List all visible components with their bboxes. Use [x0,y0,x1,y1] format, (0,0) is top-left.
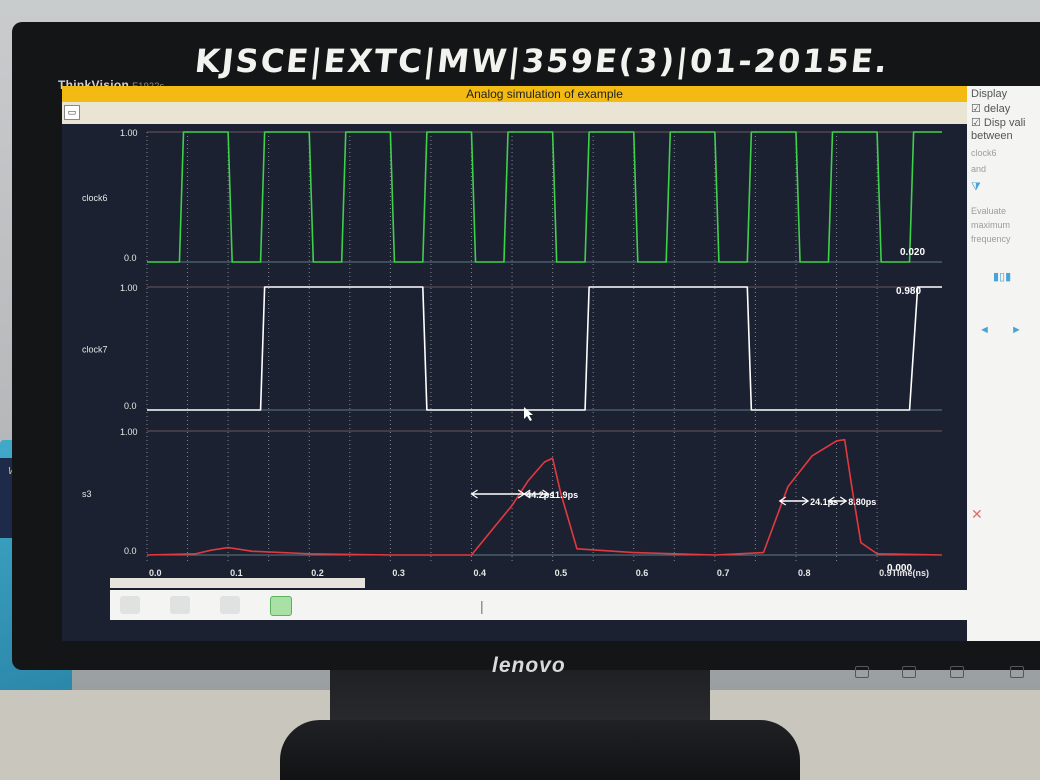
trace-name-s3: s3 [82,489,92,499]
save-icon[interactable]: ▭ [64,105,80,120]
trace-labels: 1.00 0.0 clock6 1.00 0.0 clock7 1.00 0.0 s3 0.020… [82,128,925,574]
browser-icon[interactable] [170,596,190,614]
waveform-plot: 1.00 0.0 clock6 1.00 0.0 clock7 1.00 0.0 s3 0.020… [62,124,967,594]
toolbar: ▭ [62,102,967,124]
filter-icon[interactable]: ⧩ [971,181,981,193]
trace-lines [146,131,943,556]
lenovo-logo: lenovo [492,654,566,677]
lane-bottom-value-0: 0.0 [124,253,137,263]
waveform-svg: 1.00 0.0 clock6 1.00 0.0 clock7 1.00 0.0 s3 0.020… [62,124,967,594]
monitor-brightness-button[interactable] [902,666,916,678]
panel-signal-a[interactable]: clock6 [971,148,997,158]
time-tick-7: 0.7 [717,568,730,578]
time-tick-0: 0.0 [149,568,162,578]
measure-label-1: 11.9ps [551,490,579,500]
trace-name-clock6: clock6 [82,193,108,203]
time-ticks: 0.0 0.1 0.2 0.3 0.4 0.5 0.6 0.7 0.8 0.9Time(ns) [149,568,929,578]
arrow-head-left-3 [827,496,835,506]
window-titlebar: Analog simulation of example _ ▫ [62,86,1040,102]
folder-icon[interactable] [220,596,240,614]
time-tick-1: 0.1 [230,568,243,578]
monitor-power-button[interactable] [1010,666,1024,678]
panel-display: Display [971,88,1008,100]
measure-label-2: 24.1ps [810,497,838,507]
arrow-head-left-0 [470,489,478,499]
mouse-cursor-icon [524,407,533,421]
taskbar: | [110,590,1040,620]
arrow-left-icon[interactable]: ◄ [979,324,990,336]
monitor-input-button[interactable] [855,666,869,678]
monitor-menu-button[interactable] [950,666,964,678]
panel-delay-checkbox[interactable]: ☑ delay [971,103,1011,115]
arrow-head-right-1 [542,489,550,499]
trace-name-clock7: clock7 [82,345,108,355]
monitor-base [280,720,800,780]
histogram-icon[interactable]: ▮▯▮ [993,271,1012,283]
close-x-icon[interactable]: ✕ [971,506,983,522]
window-title: Analog simulation of example [466,87,623,101]
right-panel: Display ☑ delay ☑ Disp vali between cloc… [967,86,1040,641]
time-tick-2: 0.2 [311,568,324,578]
time-tick-4: 0.4 [473,568,486,578]
start-icon[interactable] [120,596,140,614]
arrow-head-right-3 [839,496,848,506]
time-tick-8: 0.8 [798,568,811,578]
panel-between: between [971,130,1013,142]
trace-s3 [146,438,943,556]
screen: Analog simulation of example _ ▫ ▭ 1.00 0… [62,86,1040,641]
arrow-head-left-2 [778,496,787,506]
time-tick-3: 0.3 [392,568,405,578]
lane-bottom-value-1: 0.0 [124,401,137,411]
handwritten-sticker: KJSCE|EXTC|MW|359E(3)|01-2015E. [193,42,891,80]
panel-disp-checkbox[interactable]: ☑ Disp vali [971,117,1026,129]
lane-top-value-0: 1.00 [120,128,138,138]
lane-top-value-1: 1.00 [120,283,138,293]
lane-bottom-value-2: 0.0 [124,546,137,556]
panel-and: and [971,164,987,174]
arrow-head-left-1 [523,489,531,499]
panel-frequency: frequency [971,234,1011,244]
time-tick-6: 0.6 [636,568,649,578]
panel-evaluate: Evaluate [971,206,1007,216]
readout-clock6: 0.020 [900,247,925,258]
trace-clock7 [147,286,942,411]
time-tick-5: 0.5 [555,568,568,578]
text-caret: | [480,598,484,614]
measure-label-0: 44.2ps [526,490,554,500]
arrow-head-right-2 [801,496,810,506]
trace-clock6 [147,131,942,263]
readout-clock7: 0.980 [896,286,921,297]
arrow-right-icon[interactable]: ► [1011,324,1022,336]
time-tick-9: 0.9Time(ns) [879,568,929,578]
status-bar [110,578,365,588]
readout-s3: 0.000 [887,563,912,574]
lane-top-value-2: 1.00 [120,427,138,437]
microwind-icon[interactable] [270,596,292,616]
panel-maximum: maximum [971,220,1011,230]
measure-label-3: 8.80ps [848,497,876,507]
